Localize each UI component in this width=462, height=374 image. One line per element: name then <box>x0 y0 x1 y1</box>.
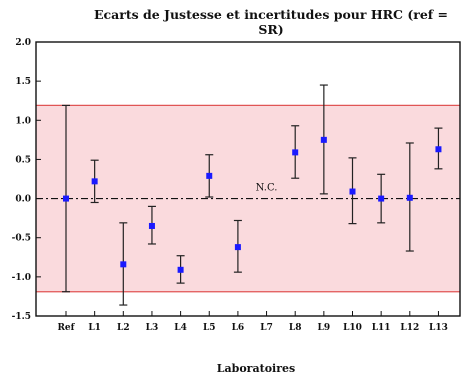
data-point <box>435 146 442 153</box>
x-tick-label: L2 <box>117 323 130 333</box>
x-tick-label: L3 <box>146 323 159 333</box>
x-tick-label: L5 <box>203 323 216 333</box>
x-tick-label: Ref <box>57 323 75 333</box>
x-axis-label: Laboratoires <box>217 362 295 374</box>
data-point <box>406 194 413 201</box>
x-tick-label: L10 <box>343 323 362 333</box>
data-point <box>292 149 299 156</box>
chart-title: Ecarts de Justesse et incertitudes pour … <box>94 7 448 37</box>
y-tick-label: -1.0 <box>12 273 31 283</box>
y-tick-label: 0.0 <box>15 195 31 205</box>
x-tick-label: L7 <box>260 323 273 333</box>
y-tick-label: 0.5 <box>15 155 31 165</box>
y-tick-label: -0.5 <box>12 234 31 244</box>
y-tick-label: 2.0 <box>15 38 31 48</box>
data-point <box>206 172 213 179</box>
data-point <box>378 195 385 202</box>
data-point <box>320 136 327 143</box>
annotation-nc: N.C. <box>256 183 278 194</box>
data-point <box>234 244 241 251</box>
y-tick-label: 1.0 <box>15 116 31 126</box>
x-tick-label: L8 <box>289 323 302 333</box>
x-tick-label: L4 <box>174 323 187 333</box>
x-tick-label: L11 <box>372 323 391 333</box>
data-point <box>63 195 69 202</box>
x-tick-label: L6 <box>232 323 245 333</box>
x-tick-label: L12 <box>400 323 419 333</box>
y-tick-label: 1.5 <box>15 77 31 87</box>
data-point <box>120 261 127 268</box>
data-point <box>177 266 184 273</box>
data-point <box>349 188 356 195</box>
x-tick-label: L13 <box>429 323 448 333</box>
plot-frame <box>35 41 461 317</box>
x-tick-label: L9 <box>318 323 331 333</box>
y-tick-label: -1.5 <box>12 312 31 322</box>
data-point <box>91 178 98 185</box>
data-point <box>148 222 155 229</box>
x-tick-label: L1 <box>88 323 101 333</box>
